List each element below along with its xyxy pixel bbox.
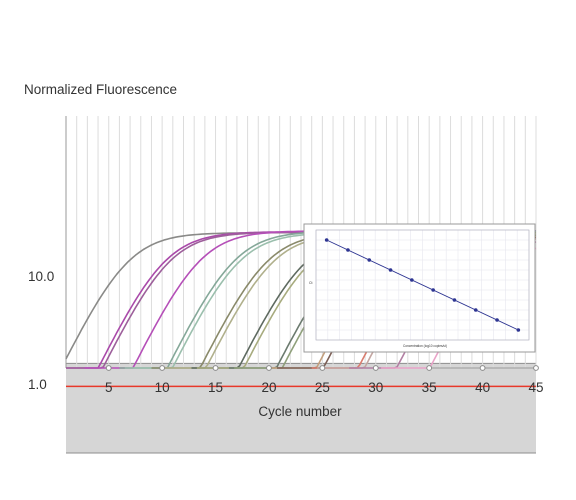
inset-trendline bbox=[326, 239, 519, 331]
inset-frame bbox=[303, 223, 536, 353]
x-tick-5 bbox=[105, 365, 112, 371]
inset-point-4 bbox=[388, 268, 393, 272]
x-tick-25 bbox=[319, 365, 326, 371]
y-axis-label: Normalized Fluorescence bbox=[24, 82, 177, 97]
x-tick-label-5: 5 bbox=[105, 380, 113, 395]
y-tick-label-1.0: 1.0 bbox=[28, 377, 47, 392]
baseline-band bbox=[66, 363, 536, 454]
x-tick-label-25: 25 bbox=[315, 380, 330, 395]
inset-point-9 bbox=[495, 318, 499, 322]
x-tick-10 bbox=[159, 365, 166, 371]
inset-point-2 bbox=[346, 248, 350, 252]
inset-plot-frame bbox=[315, 229, 530, 341]
x-tick-label-30: 30 bbox=[368, 380, 383, 395]
x-tick-label-15: 15 bbox=[208, 380, 223, 395]
x-tick-label-40: 40 bbox=[475, 380, 490, 395]
inset-point-3 bbox=[367, 258, 372, 262]
inset-x-axis-label: Concentration (log10 copies/ul) bbox=[403, 344, 447, 348]
x-tick-label-20: 20 bbox=[261, 380, 276, 395]
y-tick-label-10.0: 10.0 bbox=[28, 269, 54, 284]
x-tick-30 bbox=[372, 365, 379, 371]
x-tick-15 bbox=[212, 365, 219, 371]
inset-point-5 bbox=[410, 278, 414, 282]
x-tick-label-10: 10 bbox=[155, 380, 170, 395]
x-tick-label-45: 45 bbox=[528, 380, 543, 395]
inset-point-6 bbox=[431, 288, 435, 292]
x-tick-45 bbox=[533, 365, 539, 371]
x-tick-20 bbox=[266, 365, 272, 371]
x-tick-40 bbox=[479, 365, 486, 371]
x-tick-label-35: 35 bbox=[422, 380, 437, 395]
inset-point-10 bbox=[516, 328, 521, 332]
standard-curve-inset: Ct Concentration (log10 copies/ul) bbox=[303, 223, 536, 353]
inset-point-1 bbox=[324, 238, 329, 242]
inset-point-8 bbox=[473, 308, 478, 312]
x-axis-label: Cycle number bbox=[258, 404, 342, 419]
inset-y-axis-label: Ct bbox=[309, 281, 313, 285]
inset-point-7 bbox=[452, 298, 457, 302]
x-tick-35 bbox=[426, 365, 433, 371]
